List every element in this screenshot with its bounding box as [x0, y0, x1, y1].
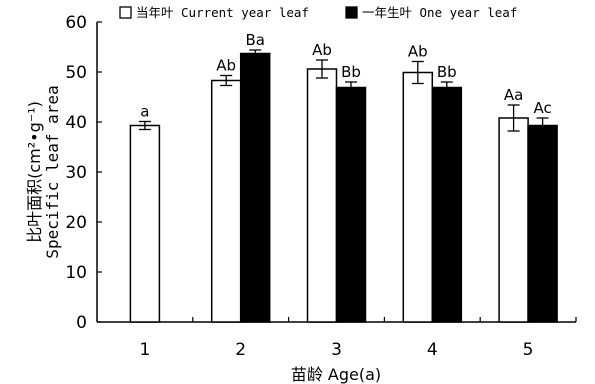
legend-entry: 一年生叶 One year leaf — [362, 5, 517, 20]
y-axis-title: 比叶面积(cm²•g⁻¹) Specific leaf area — [25, 85, 62, 258]
bar — [210, 79, 242, 323]
data-label: Ac — [533, 99, 551, 117]
bar — [527, 124, 558, 323]
legend-swatch — [119, 6, 132, 19]
bar — [335, 86, 367, 323]
y-tick-label: 20 — [65, 213, 87, 233]
y-tick-label: 40 — [65, 113, 87, 133]
y-axis-label-chinese: 比叶面积(cm²•g⁻¹) — [25, 101, 44, 243]
bar — [129, 124, 161, 323]
legend-entry: 当年叶 Current year leaf — [136, 5, 309, 20]
bar — [498, 117, 529, 323]
x-tick-label: 5 — [523, 340, 534, 360]
y-tick-label: 0 — [76, 313, 87, 333]
data-label: Ab — [408, 43, 428, 61]
y-tick-label: 50 — [65, 63, 87, 83]
legend: 当年叶 Current year leaf 一年生叶 One year leaf — [119, 5, 517, 20]
y-tick-label: 30 — [65, 163, 87, 183]
data-label: a — [140, 103, 149, 121]
data-label: Bb — [437, 63, 457, 81]
data-label: Ab — [312, 41, 332, 59]
x-tick-label: 3 — [331, 340, 342, 360]
y-tick-label: 10 — [65, 263, 87, 283]
bar — [431, 86, 463, 323]
plot-area: 0 10 20 30 40 50 60 1 a 2 Ab Ba 3 Ab Bb 4 Ab Bb 5 Aa Ac — [65, 13, 577, 360]
y-axis-label-english: Specific leaf area — [43, 85, 62, 258]
data-label: Ba — [245, 31, 264, 49]
data-label: Bb — [341, 63, 361, 81]
x-tick-label: 2 — [235, 340, 246, 360]
y-tick-label: 60 — [65, 13, 87, 33]
data-label: Aa — [504, 86, 523, 104]
x-tick-label: 4 — [427, 340, 438, 360]
legend-swatch — [345, 6, 358, 19]
data-label: Ab — [216, 57, 236, 75]
bar — [402, 71, 434, 323]
x-tick-label: 1 — [139, 340, 150, 360]
bar — [239, 52, 271, 323]
bar — [306, 68, 338, 323]
x-axis-label: 苗龄 Age(a) — [291, 365, 381, 384]
